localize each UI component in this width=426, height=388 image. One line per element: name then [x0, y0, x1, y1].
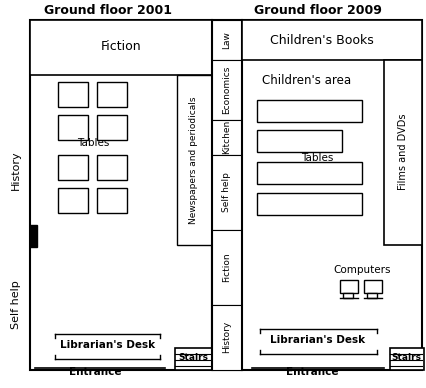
Text: Fiction: Fiction	[222, 252, 231, 282]
Text: Librarian's Desk: Librarian's Desk	[270, 335, 365, 345]
Text: Law: Law	[222, 31, 231, 49]
Bar	[366, 293, 376, 298]
Text: Entrance: Entrance	[285, 367, 337, 377]
Bar	[256, 100, 361, 122]
Bar	[256, 130, 341, 152]
Bar	[58, 155, 88, 180]
Bar	[175, 348, 211, 370]
Text: History: History	[11, 150, 21, 190]
Text: Computers: Computers	[332, 265, 390, 275]
Text: Kitchen: Kitchen	[222, 120, 231, 154]
Bar	[211, 305, 242, 370]
Bar	[97, 115, 127, 140]
Bar	[97, 188, 127, 213]
Bar	[30, 225, 37, 247]
Bar	[256, 162, 361, 184]
Bar	[342, 293, 352, 298]
Bar	[97, 82, 127, 107]
Bar	[30, 20, 211, 75]
Text: History: History	[222, 321, 231, 353]
Bar	[242, 20, 421, 370]
Bar	[339, 280, 357, 293]
Text: Self help: Self help	[222, 172, 231, 212]
Text: Children's area: Children's area	[262, 73, 351, 87]
Bar	[58, 115, 88, 140]
Bar	[242, 20, 421, 60]
Bar	[177, 75, 211, 245]
Text: Self help: Self help	[11, 281, 21, 329]
Bar	[389, 348, 423, 370]
Text: Films and DVDs: Films and DVDs	[397, 114, 407, 190]
Bar	[256, 193, 361, 215]
Text: Stairs: Stairs	[390, 353, 420, 362]
Bar	[211, 230, 242, 305]
Bar	[97, 155, 127, 180]
Bar	[211, 155, 242, 230]
Bar	[363, 280, 381, 293]
Bar	[58, 188, 88, 213]
Bar	[211, 20, 242, 60]
Text: Librarian's Desk: Librarian's Desk	[60, 340, 155, 350]
Text: Entrance: Entrance	[69, 367, 121, 377]
Text: Economics: Economics	[222, 66, 231, 114]
Bar	[58, 82, 88, 107]
Text: Fiction: Fiction	[101, 40, 141, 54]
Text: Tables: Tables	[77, 138, 109, 148]
Text: Ground floor 2009: Ground floor 2009	[253, 3, 381, 17]
Text: Children's Books: Children's Books	[270, 33, 373, 47]
Text: Tables: Tables	[300, 153, 332, 163]
Text: Stairs: Stairs	[178, 353, 207, 362]
Text: Newspapers and periodicals: Newspapers and periodicals	[189, 96, 198, 224]
Bar	[383, 60, 421, 245]
Bar	[211, 20, 242, 370]
Bar	[211, 120, 242, 155]
Bar	[211, 60, 242, 120]
Bar	[30, 20, 211, 370]
Text: Ground floor 2001: Ground floor 2001	[44, 3, 172, 17]
